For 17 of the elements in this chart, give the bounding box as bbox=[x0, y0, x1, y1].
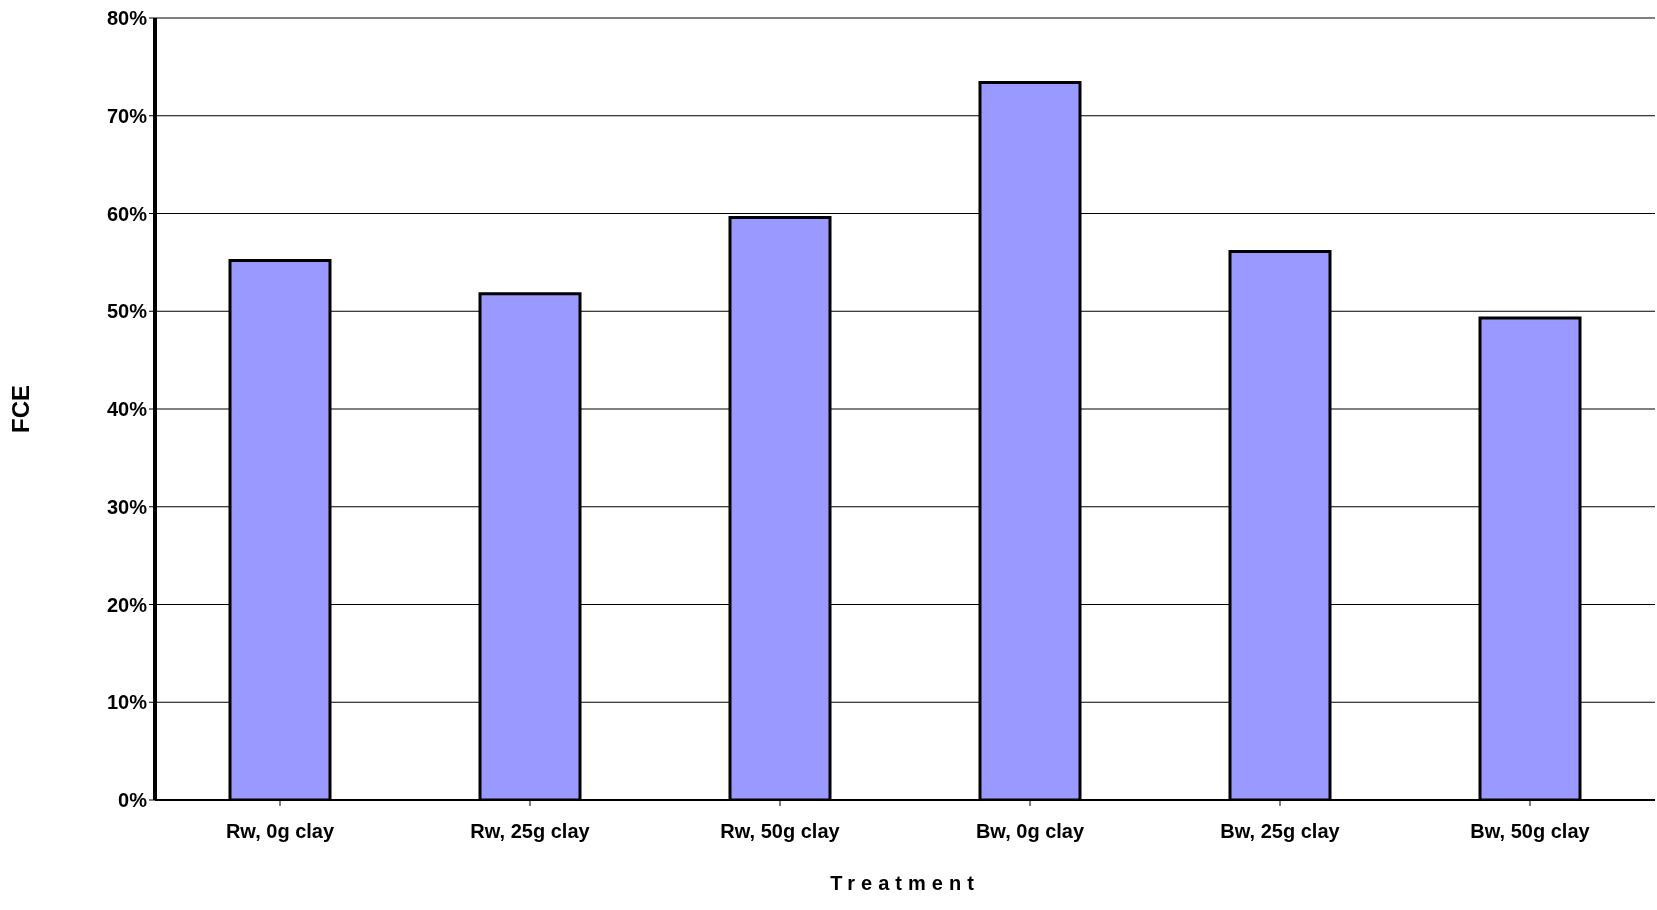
x-tick-label: Rw, 50g clay bbox=[720, 820, 841, 843]
y-tick-label: 40% bbox=[106, 398, 148, 421]
y-tick-label: 70% bbox=[106, 104, 148, 127]
y-tick-label: 80% bbox=[106, 7, 148, 30]
y-tick-label: 50% bbox=[106, 300, 148, 323]
y-tick-label: 30% bbox=[106, 495, 148, 518]
y-tick-label: 10% bbox=[106, 691, 148, 714]
y-tick-label: 20% bbox=[106, 593, 148, 616]
x-tick-label: Bw, 25g clay bbox=[1220, 820, 1341, 843]
x-tick-label: Bw, 0g clay bbox=[975, 820, 1085, 843]
x-tick-label: Rw, 25g clay bbox=[470, 820, 591, 843]
y-tick-label: 0% bbox=[118, 789, 148, 812]
y-axis-title: FCE bbox=[6, 385, 34, 433]
x-axis-title: Treatment bbox=[830, 872, 980, 894]
x-tick-label: Rw, 0g clay bbox=[225, 820, 335, 843]
y-tick-label: 60% bbox=[106, 202, 148, 225]
x-tick-label: Bw, 50g clay bbox=[1470, 820, 1591, 843]
